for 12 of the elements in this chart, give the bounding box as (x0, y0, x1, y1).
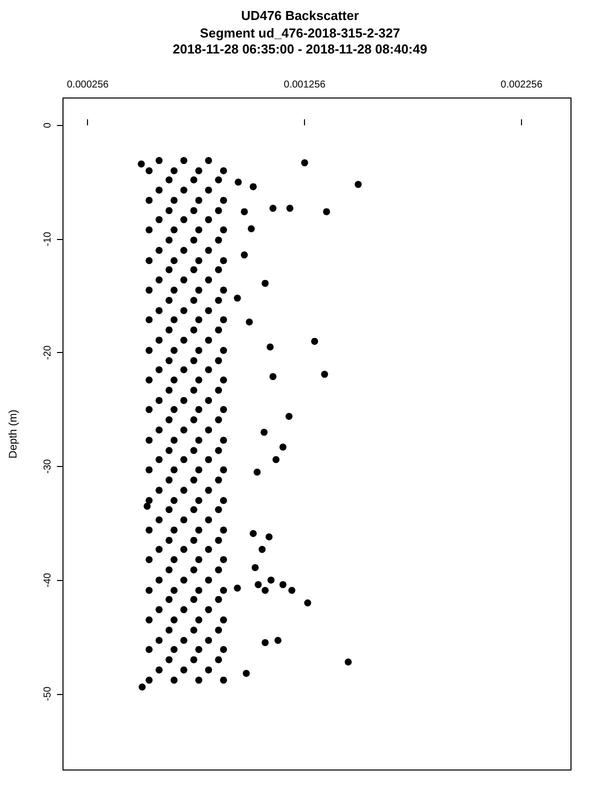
y-tick-label: -20 (42, 345, 54, 360)
x-tick-label: 0.000256 (66, 80, 110, 90)
y-tick-label: -10 (42, 231, 54, 246)
x-tick-label: 0.001256 (284, 80, 326, 90)
y-tick-label: -30 (42, 458, 54, 474)
y-tick-label: 0 (42, 122, 54, 128)
y-tick-label: -50 (42, 686, 54, 702)
chart-subtitle: Segment ud_476-2018-315-2-327 2018-11-28 06:35:00 - 2018-11-28 08:40:49 (172, 26, 428, 56)
chart-title: UD476 Backscatter (241, 8, 359, 23)
x-tick-label: 0.002256 (500, 80, 543, 90)
y-axis-title: Depth (m) (8, 410, 20, 458)
y-tick-label: -40 (42, 572, 54, 588)
